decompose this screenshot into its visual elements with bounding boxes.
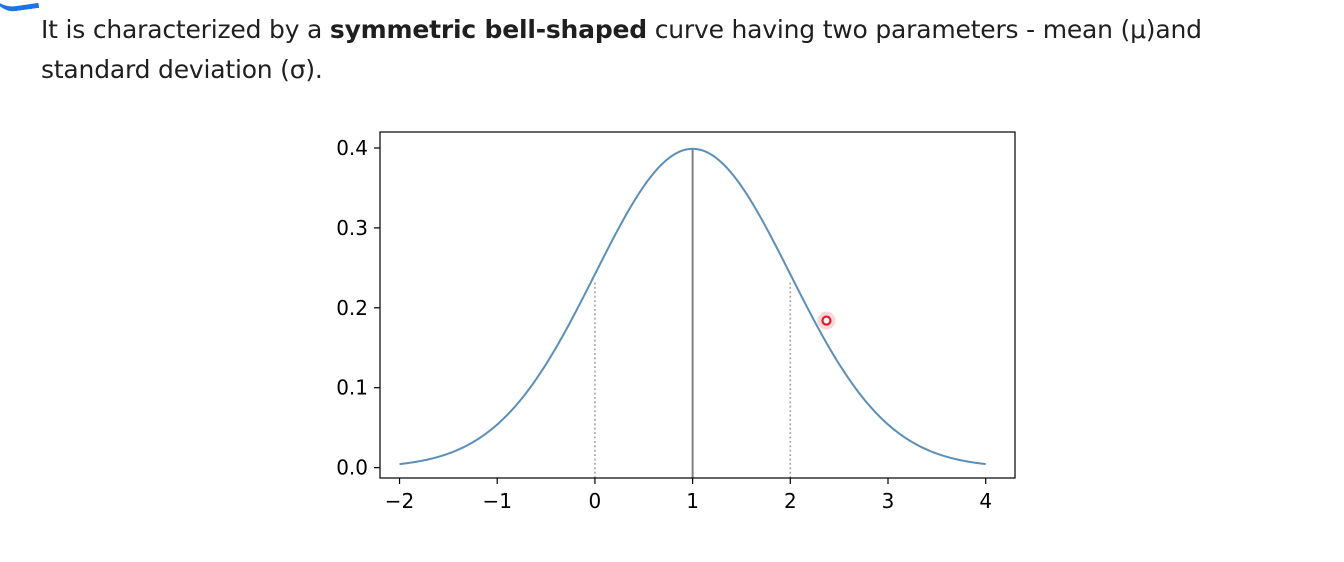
x-tick-label: 1 [686,489,699,513]
y-tick-label: 0.1 [336,376,368,400]
x-axis-ticks: −2 −1 0 1 2 3 4 [385,478,992,513]
description-paragraph: It is characterized by a symmetric bell-… [41,10,1341,90]
normal-distribution-chart: −2 −1 0 1 2 3 4 0.0 0.1 0.2 0.3 0.4 [336,131,1016,513]
paragraph-bold-phrase: symmetric bell-shaped [329,15,647,44]
x-tick-label: −2 [385,489,414,513]
paragraph-line-1: It is characterized by a symmetric bell-… [41,10,1341,50]
corner-accent-mark [0,0,40,14]
mouse-cursor-indicator [817,311,836,330]
paragraph-line-1-suffix: curve having two parameters - mean (μ)an… [646,15,1202,44]
y-tick-label: 0.2 [336,296,368,320]
y-axis-ticks: 0.0 0.1 0.2 0.3 0.4 [336,136,380,480]
bell-curve-line [399,147,986,466]
x-tick-label: 0 [589,489,602,513]
y-tick-label: 0.4 [336,136,368,160]
cursor-dot [821,315,832,326]
x-tick-label: −1 [482,489,511,513]
x-tick-label: 4 [979,489,992,513]
paragraph-line-2: standard deviation (σ). [41,55,323,84]
y-tick-label: 0.0 [336,456,368,480]
x-tick-label: 3 [882,489,895,513]
x-tick-label: 2 [784,489,797,513]
reference-lines [594,148,792,478]
paragraph-line-1-prefix: It is characterized by a [41,15,330,44]
y-tick-label: 0.3 [336,216,368,240]
plot-frame [379,131,1016,479]
